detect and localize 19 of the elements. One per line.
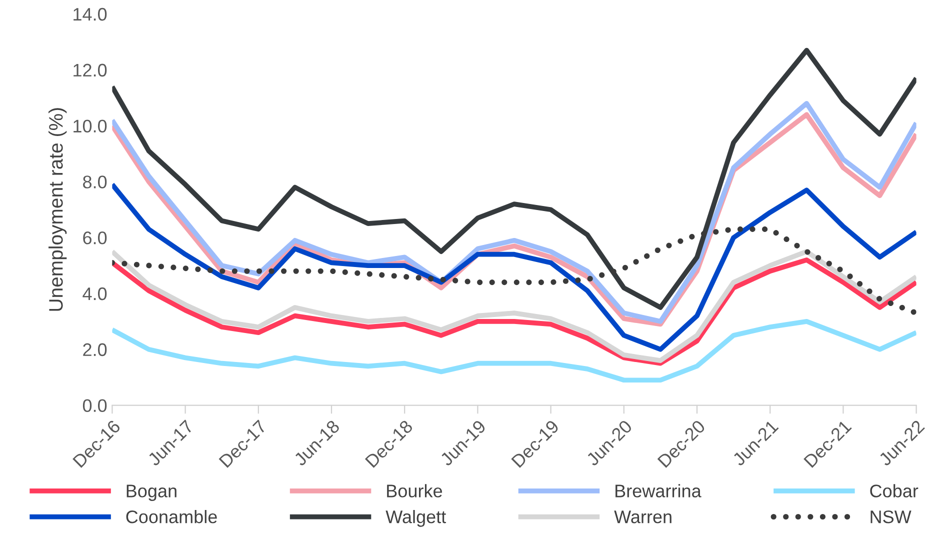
y-tick-label: 14.0 <box>74 8 107 21</box>
line-series <box>112 182 916 352</box>
y-tick-label: 4.0 <box>82 287 107 300</box>
y-axis-title: Unemployment rate (%) <box>48 108 67 311</box>
legend-label: Bourke <box>387 484 442 498</box>
y-tick-label: 8.0 <box>83 176 107 188</box>
legend-label: Brewarrina <box>616 484 702 498</box>
y-tick-label: 0.0 <box>82 399 107 412</box>
legend-label: Warren <box>614 510 672 524</box>
legend-label: Walgett <box>386 510 446 527</box>
line-series <box>112 318 916 383</box>
legend-label: Coonamble <box>126 510 217 524</box>
y-tick-label: 12.0 <box>74 64 107 77</box>
legend-label: Cobar <box>870 484 918 498</box>
legend-label: NSW <box>870 510 912 524</box>
y-tick-label: 10.0 <box>74 120 107 132</box>
y-tick-label: 2.0 <box>83 343 107 356</box>
y-tick-label: 6.0 <box>83 232 107 244</box>
legend-label: Bogan <box>126 484 176 501</box>
